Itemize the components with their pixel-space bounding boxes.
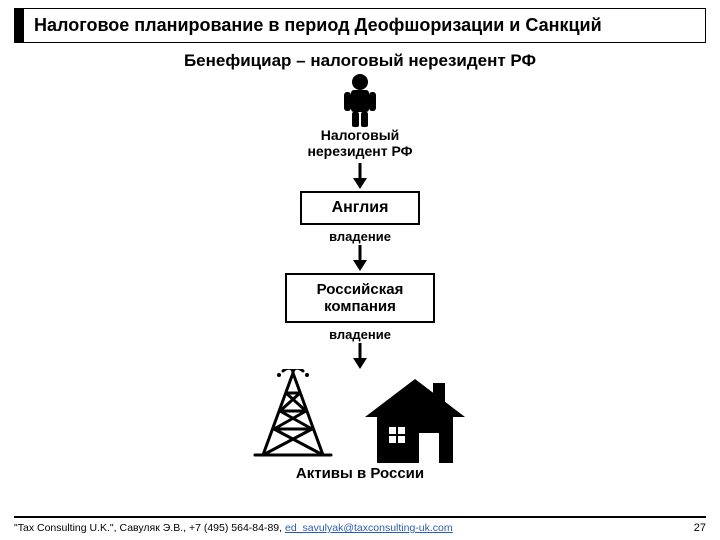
- person-icon: [338, 73, 382, 132]
- oil-rig-icon: [255, 369, 331, 455]
- footer-email-link[interactable]: ed_savulyak@taxconsulting-uk.com: [285, 522, 453, 534]
- title-bar: Налоговое планирование в период Деофшори…: [14, 8, 706, 43]
- box-russian-company: Российская компания: [285, 273, 435, 323]
- person-label: Налоговый нерезидент РФ: [307, 127, 412, 159]
- subtitle: Бенефициар – налоговый нерезидент РФ: [14, 51, 706, 71]
- footer: "Tax Consulting U.K.", Савуляк Э.В., +7 …: [14, 516, 706, 534]
- house-icon: [365, 379, 465, 463]
- arrow-icon: [351, 245, 369, 276]
- footer-text: "Tax Consulting U.K.", Савуляк Э.В., +7 …: [14, 522, 453, 534]
- ownership-diagram: Налоговый нерезидент РФ Англия владение …: [190, 73, 530, 483]
- box-england: Англия: [300, 191, 420, 225]
- page-title: Налоговое планирование в период Деофшори…: [34, 15, 695, 36]
- arrow-icon: [351, 163, 369, 194]
- page-number: 27: [694, 522, 706, 534]
- assets-icons: [235, 369, 485, 472]
- assets-label: Активы в России: [296, 465, 424, 482]
- edge-label-1: владение: [329, 229, 391, 244]
- edge-label-2: владение: [329, 327, 391, 342]
